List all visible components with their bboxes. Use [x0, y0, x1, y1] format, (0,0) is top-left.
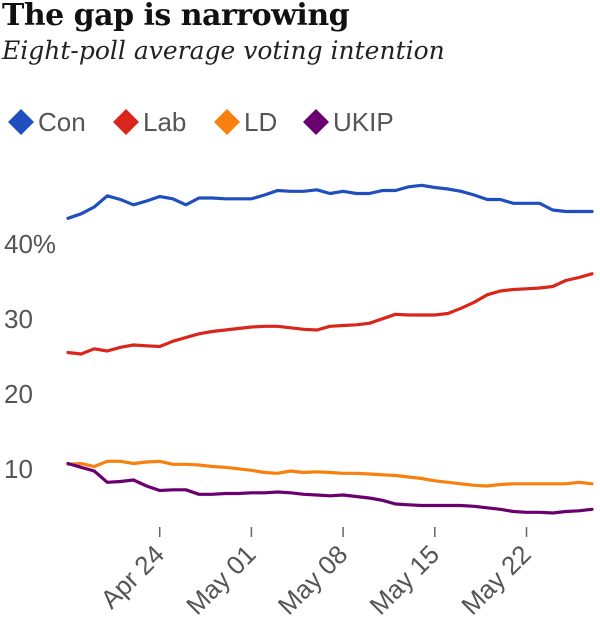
x-tick-label: May 08 — [272, 539, 354, 621]
series-line-con — [66, 183, 594, 220]
legend-marker-ld — [214, 109, 240, 135]
x-tick-label: Apr 24 — [95, 539, 170, 614]
legend-marker-ukip — [303, 109, 329, 135]
x-tick-label: May 01 — [180, 539, 262, 621]
legend-marker-con — [8, 109, 34, 135]
y-tick-label: 30 — [4, 304, 33, 334]
chart-title: The gap is narrowing — [2, 0, 350, 33]
legend-label-con: Con — [38, 107, 86, 137]
y-tick-label: 10 — [4, 454, 33, 484]
x-tick-label: May 15 — [364, 539, 446, 621]
y-tick-label: 40% — [4, 229, 56, 259]
x-tick-label: May 22 — [455, 539, 537, 621]
series-line-ld — [66, 459, 594, 488]
series-line-lab — [66, 272, 594, 356]
legend-label-lab: Lab — [143, 107, 186, 137]
chart-subtitle: Eight-poll average voting intention — [2, 36, 445, 65]
series-line-ukip — [66, 461, 594, 515]
y-tick-label: 20 — [4, 379, 33, 409]
legend-label-ld: LD — [244, 107, 277, 137]
legend-label-ukip: UKIP — [333, 107, 394, 137]
legend-marker-lab — [113, 109, 139, 135]
